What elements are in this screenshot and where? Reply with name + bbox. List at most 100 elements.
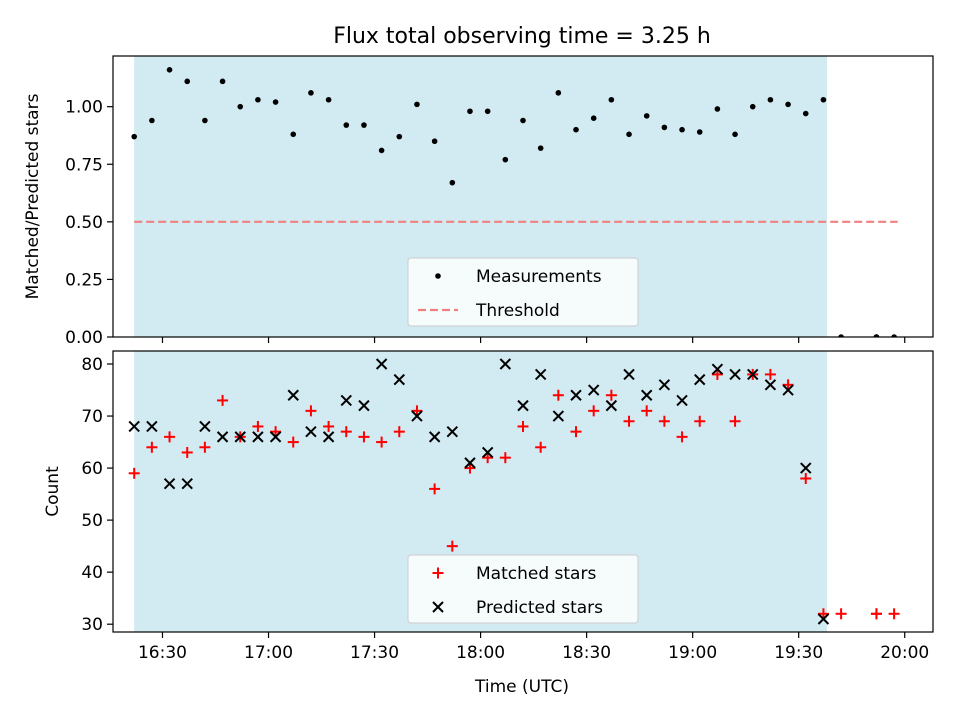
matched-star-point <box>711 368 723 380</box>
measurement-point <box>749 103 756 110</box>
measurement-point <box>838 334 844 337</box>
predicted-star-point <box>499 358 512 370</box>
bottom-axes-frame <box>112 350 934 633</box>
measurement-point <box>573 126 579 133</box>
predicted-star-point <box>764 379 777 391</box>
predicted-star-point <box>146 420 158 433</box>
predicted-star-point <box>411 410 423 422</box>
matched-star-point <box>800 472 812 484</box>
measurement-point <box>414 101 420 108</box>
measurement-point <box>378 147 385 154</box>
y-tick-label: 80 <box>81 355 103 375</box>
measurement-point <box>467 108 473 115</box>
matched-star-point <box>782 379 794 391</box>
predicted-star-point <box>800 462 812 474</box>
x-tick-label: 18:00 <box>456 643 505 663</box>
measurement-point <box>767 96 774 103</box>
y-tick-label: 1.00 <box>65 98 103 118</box>
predicted-star-point <box>393 373 406 386</box>
measurement-point <box>272 99 279 105</box>
x-tick-label: 20:00 <box>880 643 929 663</box>
measurement-point <box>502 156 509 163</box>
y-tick-label: 30 <box>81 615 103 635</box>
matched-star-point <box>128 467 140 479</box>
matched-star-point <box>411 405 423 417</box>
predicted-star-point <box>305 425 317 438</box>
x-tick-label: 19:00 <box>668 643 717 663</box>
top-y-axis-label: Matched/Predicted stars <box>23 93 43 299</box>
legend-label: Threshold <box>475 301 560 321</box>
measurement-point <box>714 106 721 112</box>
measurement-point <box>184 78 191 85</box>
measurement-point <box>237 103 244 110</box>
matched-star-point <box>376 436 388 448</box>
measurement-point <box>202 117 208 124</box>
bottom-legend: Matched stars Predicted stars <box>407 554 639 624</box>
measurement-point <box>802 110 809 117</box>
predicted-star-point <box>428 431 441 443</box>
predicted-star-point <box>199 420 211 433</box>
predicted-star-point <box>322 431 335 443</box>
legend-label: Matched stars <box>476 564 596 584</box>
measurement-point <box>361 122 367 128</box>
predicted-star-point <box>747 368 759 381</box>
y-tick-label: 50 <box>81 511 103 531</box>
matched-star-point <box>358 431 370 443</box>
predicted-star-point <box>234 431 246 443</box>
matched-star-point <box>323 420 335 432</box>
measurement-point <box>643 113 650 119</box>
matched-star-point <box>164 431 176 443</box>
predicted-star-point <box>729 368 741 381</box>
y-tick-label: 40 <box>81 563 103 583</box>
matched-star-point <box>605 389 617 401</box>
matched-star-point <box>870 608 882 620</box>
top-legend: Measurements Threshold <box>407 257 639 327</box>
matched-star-point <box>817 608 829 620</box>
matched-star-point <box>429 483 441 495</box>
y-tick-label: 0.00 <box>65 328 103 348</box>
measurement-point <box>449 179 456 186</box>
chart-title: Flux total observing time = 3.25 h <box>333 24 711 49</box>
measurement-point <box>149 117 155 124</box>
matched-star-point <box>694 415 706 427</box>
matched-star-point <box>658 415 670 427</box>
predicted-star-point <box>128 420 140 433</box>
predicted-star-point <box>817 613 830 625</box>
x-tick-label: 17:30 <box>350 643 399 663</box>
x-tick-label: 17:00 <box>244 643 293 663</box>
predicted-star-point <box>269 431 282 443</box>
predicted-star-point <box>252 431 264 443</box>
matched-star-point <box>676 431 688 443</box>
predicted-star-point <box>464 457 476 469</box>
measurement-point <box>255 96 261 103</box>
measurement-point <box>166 67 173 73</box>
matched-star-point <box>535 441 547 453</box>
predicted-star-point <box>534 368 547 381</box>
bottom-panel: 30 40 50 60 70 80 16:30 17:00 17:30 18:00 18:30 19:… <box>81 350 934 663</box>
matched-star-point <box>482 452 494 464</box>
x-tick-label: 18:30 <box>562 643 611 663</box>
predicted-star-point <box>517 399 529 412</box>
measurement-point <box>555 90 562 96</box>
measurement-point <box>290 131 297 138</box>
predicted-star-point <box>446 425 459 438</box>
measurement-point <box>696 129 703 135</box>
predicted-star-point <box>694 373 706 386</box>
measurement-point <box>679 126 685 133</box>
matched-star-point <box>552 389 564 401</box>
predicted-star-point <box>358 399 370 412</box>
predicted-star-point <box>587 384 600 396</box>
predicted-star-point <box>676 394 688 407</box>
matched-star-point <box>252 420 264 432</box>
measurement-point <box>520 117 526 124</box>
predicted-star-point <box>181 477 193 490</box>
measurement-point <box>325 96 332 103</box>
predicted-star-point <box>570 389 582 401</box>
legend-label: Measurements <box>476 267 602 287</box>
measurement-point <box>732 131 738 138</box>
legend-label: Predicted stars <box>476 598 603 618</box>
predicted-star-point <box>287 389 299 401</box>
predicted-star-point <box>216 431 229 443</box>
predicted-star-point <box>605 399 618 412</box>
legend-measurement-marker <box>435 273 441 279</box>
